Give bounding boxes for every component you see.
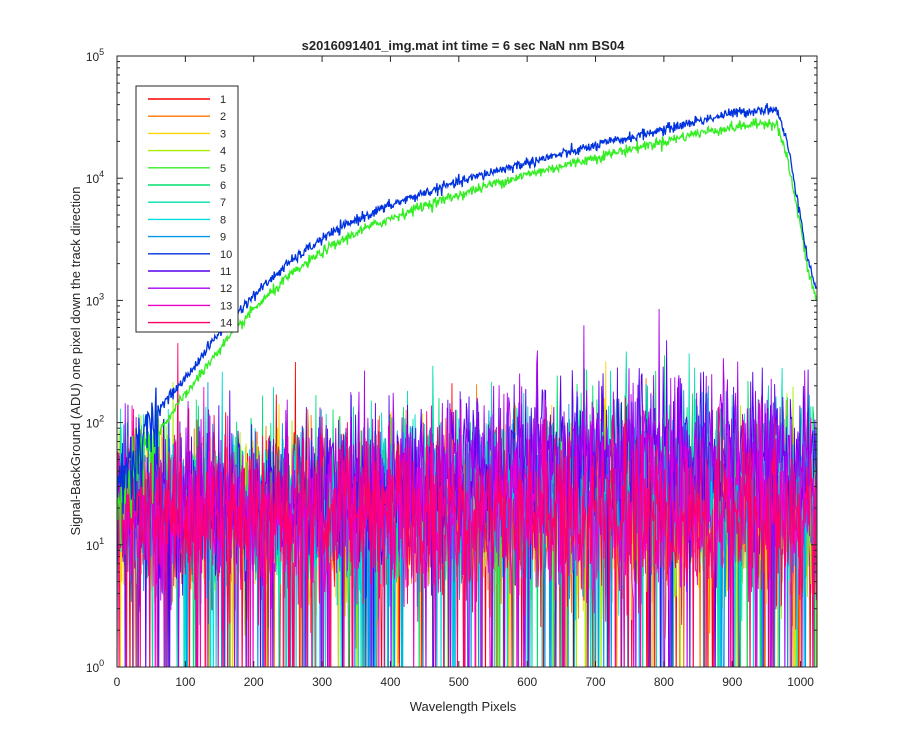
series-14-line [117, 343, 817, 667]
legend-label-8: 8 [220, 214, 226, 226]
y-tick-label: 105 [86, 47, 104, 64]
chart-title: s2016091401_img.mat int time = 6 sec NaN… [302, 38, 625, 53]
x-axis-ticks: 0 100 200 300 400 500 600 700 800 900 1000 [114, 56, 814, 689]
x-tick-label: 500 [449, 675, 469, 689]
legend-label-1: 1 [220, 94, 226, 106]
y-tick-label: 102 [86, 414, 104, 431]
x-tick-label: 100 [175, 675, 195, 689]
legend-label-14: 14 [220, 318, 232, 330]
legend-label-2: 2 [220, 111, 226, 123]
y-axis-label: Signal-BackGround (ADU) one pixel down t… [68, 186, 83, 535]
y-tick-label: 101 [86, 536, 104, 553]
x-tick-label: 300 [312, 675, 332, 689]
x-tick-label: 400 [380, 675, 400, 689]
x-axis-label: Wavelength Pixels [410, 699, 517, 714]
x-tick-label: 0 [114, 675, 121, 689]
x-tick-label: 1000 [787, 675, 814, 689]
y-tick-label: 103 [86, 291, 104, 308]
series-13-line [117, 387, 817, 667]
legend-label-9: 9 [220, 232, 226, 244]
x-tick-label: 200 [244, 675, 264, 689]
x-tick-label: 800 [654, 675, 674, 689]
legend-label-12: 12 [220, 283, 232, 295]
y-tick-label: 100 [86, 658, 104, 675]
legend-label-7: 7 [220, 197, 226, 209]
legend-label-3: 3 [220, 128, 226, 140]
legend-label-4: 4 [220, 146, 226, 158]
y-tick-label: 104 [86, 169, 104, 186]
legend-label-6: 6 [220, 180, 226, 192]
legend-box [135, 85, 239, 333]
legend-label-13: 13 [220, 300, 232, 312]
legend-label-5: 5 [220, 163, 226, 175]
x-tick-label: 700 [586, 675, 606, 689]
axes-box [116, 55, 818, 668]
x-tick-label: 600 [517, 675, 537, 689]
legend-label-10: 10 [220, 249, 232, 261]
x-tick-label: 900 [722, 675, 742, 689]
legend-label-11: 11 [220, 266, 231, 278]
